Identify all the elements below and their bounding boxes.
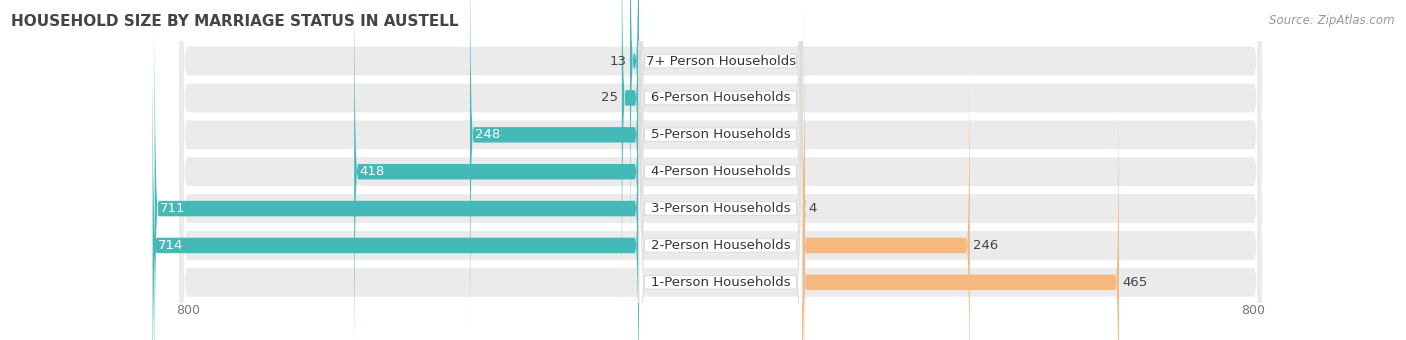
FancyBboxPatch shape	[630, 0, 638, 275]
Text: 4: 4	[808, 202, 817, 215]
Text: 246: 246	[973, 239, 998, 252]
FancyBboxPatch shape	[803, 32, 970, 340]
Text: 3-Person Households: 3-Person Households	[651, 202, 790, 215]
Text: 5-Person Households: 5-Person Households	[651, 128, 790, 141]
FancyBboxPatch shape	[179, 0, 1263, 340]
FancyBboxPatch shape	[470, 0, 638, 340]
FancyBboxPatch shape	[638, 0, 803, 340]
FancyBboxPatch shape	[638, 0, 803, 340]
FancyBboxPatch shape	[155, 0, 638, 340]
FancyBboxPatch shape	[179, 0, 1263, 340]
FancyBboxPatch shape	[638, 0, 803, 340]
Text: Source: ZipAtlas.com: Source: ZipAtlas.com	[1270, 14, 1395, 27]
Text: 13: 13	[610, 55, 627, 68]
Text: 465: 465	[1122, 276, 1147, 289]
FancyBboxPatch shape	[179, 0, 1263, 340]
FancyBboxPatch shape	[179, 0, 1263, 340]
Text: 4-Person Households: 4-Person Households	[651, 165, 790, 178]
FancyBboxPatch shape	[638, 0, 803, 340]
Text: 25: 25	[602, 91, 619, 104]
FancyBboxPatch shape	[638, 0, 803, 340]
Text: HOUSEHOLD SIZE BY MARRIAGE STATUS IN AUSTELL: HOUSEHOLD SIZE BY MARRIAGE STATUS IN AUS…	[11, 14, 458, 29]
Text: 248: 248	[475, 128, 501, 141]
Text: 6-Person Households: 6-Person Households	[651, 91, 790, 104]
FancyBboxPatch shape	[638, 0, 803, 340]
Text: 1-Person Households: 1-Person Households	[651, 276, 790, 289]
FancyBboxPatch shape	[621, 0, 638, 311]
FancyBboxPatch shape	[179, 0, 1263, 340]
Text: 800: 800	[1241, 304, 1265, 318]
FancyBboxPatch shape	[179, 0, 1263, 340]
Text: 800: 800	[176, 304, 200, 318]
Text: 418: 418	[360, 165, 385, 178]
Text: 711: 711	[160, 202, 186, 215]
FancyBboxPatch shape	[803, 69, 1119, 340]
FancyBboxPatch shape	[179, 0, 1263, 340]
FancyBboxPatch shape	[638, 0, 803, 340]
Text: 714: 714	[157, 239, 183, 252]
FancyBboxPatch shape	[153, 32, 638, 340]
FancyBboxPatch shape	[801, 0, 807, 340]
Text: 7+ Person Households: 7+ Person Households	[645, 55, 796, 68]
FancyBboxPatch shape	[354, 0, 638, 340]
Text: 2-Person Households: 2-Person Households	[651, 239, 790, 252]
